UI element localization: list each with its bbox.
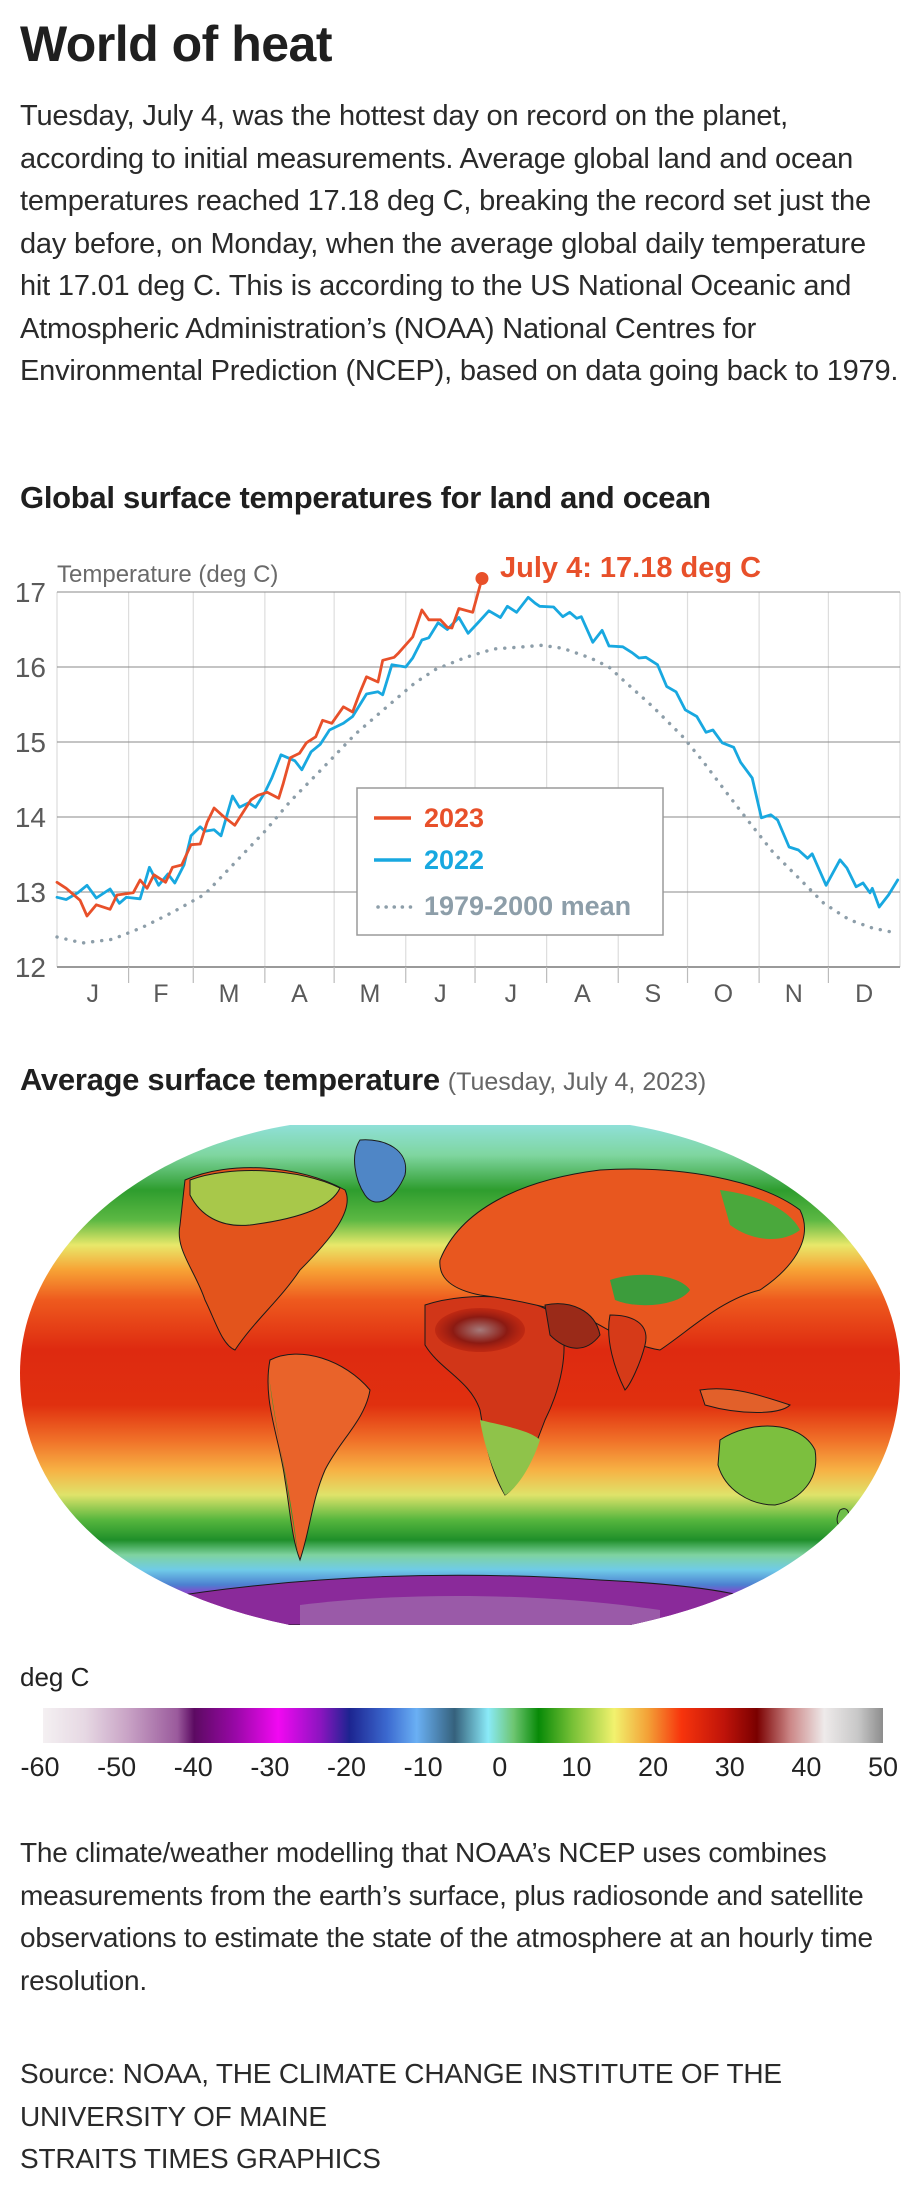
y-tick-label: 13 xyxy=(15,877,46,908)
chart-title: Global surface temperatures for land and… xyxy=(20,480,711,515)
month-gridlines xyxy=(56,592,901,967)
colorbar-tick-label: -20 xyxy=(327,1752,367,1782)
record-point xyxy=(475,572,489,585)
new-zealand xyxy=(836,1508,850,1527)
colorbar-unit-label: deg C xyxy=(20,1662,90,1692)
methodology-note: The climate/weather modelling that NOAA’… xyxy=(20,1837,873,1996)
greenland xyxy=(354,1139,407,1203)
colorbar-tick-label: -30 xyxy=(250,1752,290,1782)
colorbar-tick-labels: -60 -50 -40 -30 -20 -10 0 10 20 30 40 50 xyxy=(0,1752,920,1788)
y-tick-label: 14 xyxy=(15,802,46,833)
map-title: Average surface temperature xyxy=(20,1062,440,1097)
arabia xyxy=(544,1303,601,1349)
colorbar-tick-label: -60 xyxy=(20,1752,60,1782)
x-tick-label: J xyxy=(87,980,100,1008)
legend-label-2022: 2022 xyxy=(424,845,484,875)
x-tick-label: M xyxy=(360,980,381,1008)
intro-paragraph: Tuesday, July 4, was the hottest day on … xyxy=(20,100,899,387)
andes xyxy=(268,1370,298,1555)
x-tick-label: O xyxy=(714,980,733,1008)
x-axis xyxy=(127,967,830,983)
series-layer xyxy=(55,577,900,945)
y-axis-label: Temperature (deg C) xyxy=(57,561,278,588)
colorbar-tick-label: 20 xyxy=(638,1752,669,1782)
maritime-asia xyxy=(699,1388,791,1413)
x-tick-label: N xyxy=(785,980,803,1008)
legend: 2023 2022 1979-2000 mean xyxy=(356,787,664,936)
y-tick-label: 16 xyxy=(15,652,46,683)
page-title: World of heat xyxy=(20,16,333,72)
colorbar-tick-label: -10 xyxy=(403,1752,443,1782)
map-subtitle: (Tuesday, July 4, 2023) xyxy=(447,1068,707,1096)
y-tick-labels: 12 13 14 15 16 17 xyxy=(15,577,46,983)
temperature-colorbar xyxy=(43,1708,883,1743)
y-tick-label: 17 xyxy=(15,577,46,608)
south-america xyxy=(267,1353,371,1562)
x-tick-label: A xyxy=(574,980,591,1008)
tibet-plateau xyxy=(610,1274,690,1306)
y-tick-label: 15 xyxy=(15,727,46,758)
record-annotation: July 4: 17.18 deg C xyxy=(475,552,761,585)
colorbar-tick-label: 50 xyxy=(867,1752,899,1782)
colorbar-tick-label: 40 xyxy=(791,1752,822,1782)
series-line-1979-2000-mean xyxy=(55,643,900,945)
x-tick-label: F xyxy=(153,980,168,1008)
x-tick-label: D xyxy=(855,980,873,1008)
colorbar-tick-label: 0 xyxy=(492,1752,508,1782)
y-tick-label: 12 xyxy=(15,952,46,983)
x-tick-label: S xyxy=(645,980,662,1008)
east-siberia xyxy=(720,1190,800,1240)
x-tick-label: J xyxy=(505,980,518,1008)
x-tick-label: M xyxy=(219,980,240,1008)
series-line-2023 xyxy=(55,577,484,918)
colorbar-tick-label: -50 xyxy=(97,1752,137,1782)
temperature-line-chart: 12 13 14 15 16 17 Temperature (deg C) J F M A M J J… xyxy=(15,552,901,1008)
colorbar-tick-label: 10 xyxy=(561,1752,592,1782)
source-line: Source: NOAA, THE CLIMATE CHANGE INSTITU… xyxy=(20,2058,782,2132)
colorbar-tick-label: 30 xyxy=(714,1752,745,1782)
x-tick-label: A xyxy=(291,980,308,1008)
map-heading: Average surface temperature (Tuesday, Jul… xyxy=(20,1060,706,1106)
series-line-2022 xyxy=(55,595,900,909)
legend-label-2023: 2023 xyxy=(424,803,484,833)
australia xyxy=(717,1425,817,1506)
colorbar-tick-label: -40 xyxy=(173,1752,213,1782)
eurasia xyxy=(439,1168,805,1351)
canada xyxy=(189,1170,341,1226)
world-temperature-map xyxy=(20,1125,900,1625)
credit-line: STRAITS TIMES GRAPHICS xyxy=(20,2143,381,2174)
legend-label-mean: 1979-2000 mean xyxy=(424,891,631,921)
colorbar-gradient xyxy=(43,1708,883,1743)
india xyxy=(608,1314,647,1391)
record-label: July 4: 17.18 deg C xyxy=(500,552,761,584)
x-tick-label: J xyxy=(434,980,447,1008)
southern-africa xyxy=(480,1420,540,1495)
antarctica-interior xyxy=(300,1595,660,1625)
sahara-hotspot xyxy=(435,1308,525,1352)
